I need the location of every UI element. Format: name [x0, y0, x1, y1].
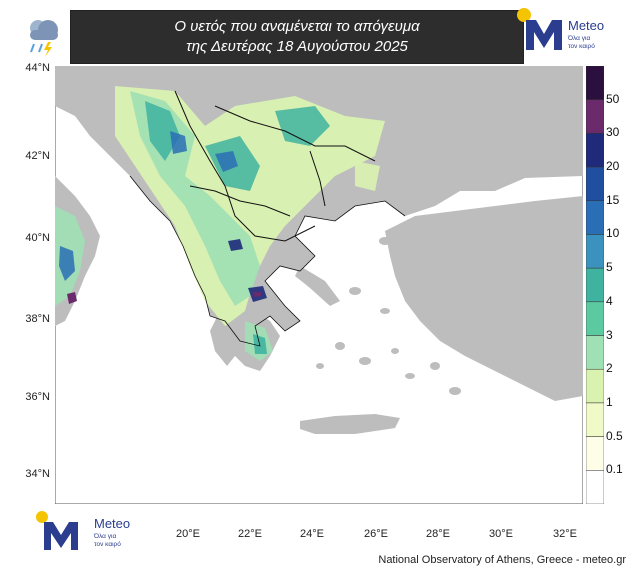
colorbar-label: 15 [606, 192, 620, 207]
meteo-logo-top: Meteo Όλα για τον καιρό [517, 8, 604, 50]
rain-cloud-icon [18, 12, 66, 60]
colorbar-label: 0.1 [606, 462, 623, 477]
logo-bottom-name: Meteo [94, 516, 130, 531]
lat-label-34: 34°N [25, 468, 50, 480]
country-borders [174, 90, 376, 242]
lat-label-40: 40°N [25, 232, 50, 244]
colorbar-label: 2 [606, 361, 613, 376]
lat-label-38: 38°N [25, 313, 50, 325]
colorbar-label: 0.5 [606, 428, 623, 443]
colorbar-label: 3 [606, 327, 613, 342]
colorbar-segment [586, 335, 604, 370]
colorbar-segment [586, 436, 604, 471]
colorbar-label: 50 [606, 91, 620, 106]
turkey-land [385, 196, 583, 401]
title-line-2: της Δευτέρας 18 Αυγούστου 2025 [186, 38, 408, 55]
lat-label-36: 36°N [25, 391, 50, 403]
lon-label-26: 26°E [364, 528, 388, 540]
colorbar-segment [586, 470, 604, 504]
lon-label-20: 20°E [176, 528, 200, 540]
lon-label-28: 28°E [426, 528, 450, 540]
precipitation-map [55, 66, 583, 504]
colorbar-label: 5 [606, 260, 613, 275]
colorbar-segment [586, 166, 604, 202]
colorbar-segment [586, 267, 604, 303]
precipitation-colorbar [586, 66, 604, 504]
colorbar-segment [586, 368, 604, 404]
logo-bottom-tagline-1: Όλα για [93, 533, 116, 540]
logo-tagline-1: Όλα για [567, 35, 590, 42]
colorbar-segment [586, 66, 604, 100]
lon-label-22: 22°E [238, 528, 262, 540]
aegean-islands [316, 237, 461, 395]
title-line-1: Ο υετός που αναμένεται το απόγευμα [174, 18, 420, 35]
coastline [129, 175, 406, 347]
logo-bottom-tagline-2: τον καιρό [94, 540, 121, 548]
colorbar-label: 4 [606, 293, 613, 308]
map-title: Ο υετός που αναμένεται το απόγευμα της Δ… [70, 10, 524, 64]
colorbar-segment [586, 402, 604, 437]
footer-credit: National Observatory of Athens, Greece -… [378, 554, 626, 566]
colorbar-label: 1 [606, 394, 613, 409]
colorbar-segment [586, 99, 604, 134]
logo-name: Meteo [568, 18, 604, 33]
lat-label-44: 44°N [25, 62, 50, 74]
colorbar-label: 10 [606, 226, 620, 241]
lon-label-24: 24°E [300, 528, 324, 540]
lon-label-30: 30°E [489, 528, 513, 540]
colorbar-label: 20 [606, 159, 620, 174]
lon-label-32: 32°E [553, 528, 577, 540]
colorbar-segment [586, 133, 604, 168]
colorbar-segment [586, 200, 604, 235]
logo-tagline-2: τον καιρό [568, 42, 595, 50]
colorbar-label: 30 [606, 125, 620, 140]
colorbar-segment [586, 234, 604, 269]
crete-island [300, 414, 400, 434]
evia-island [295, 266, 340, 306]
colorbar-segment [586, 301, 604, 336]
meteo-logo-bottom: Meteo Όλα για τον καιρό [36, 511, 130, 550]
lat-label-42: 42°N [25, 150, 50, 162]
